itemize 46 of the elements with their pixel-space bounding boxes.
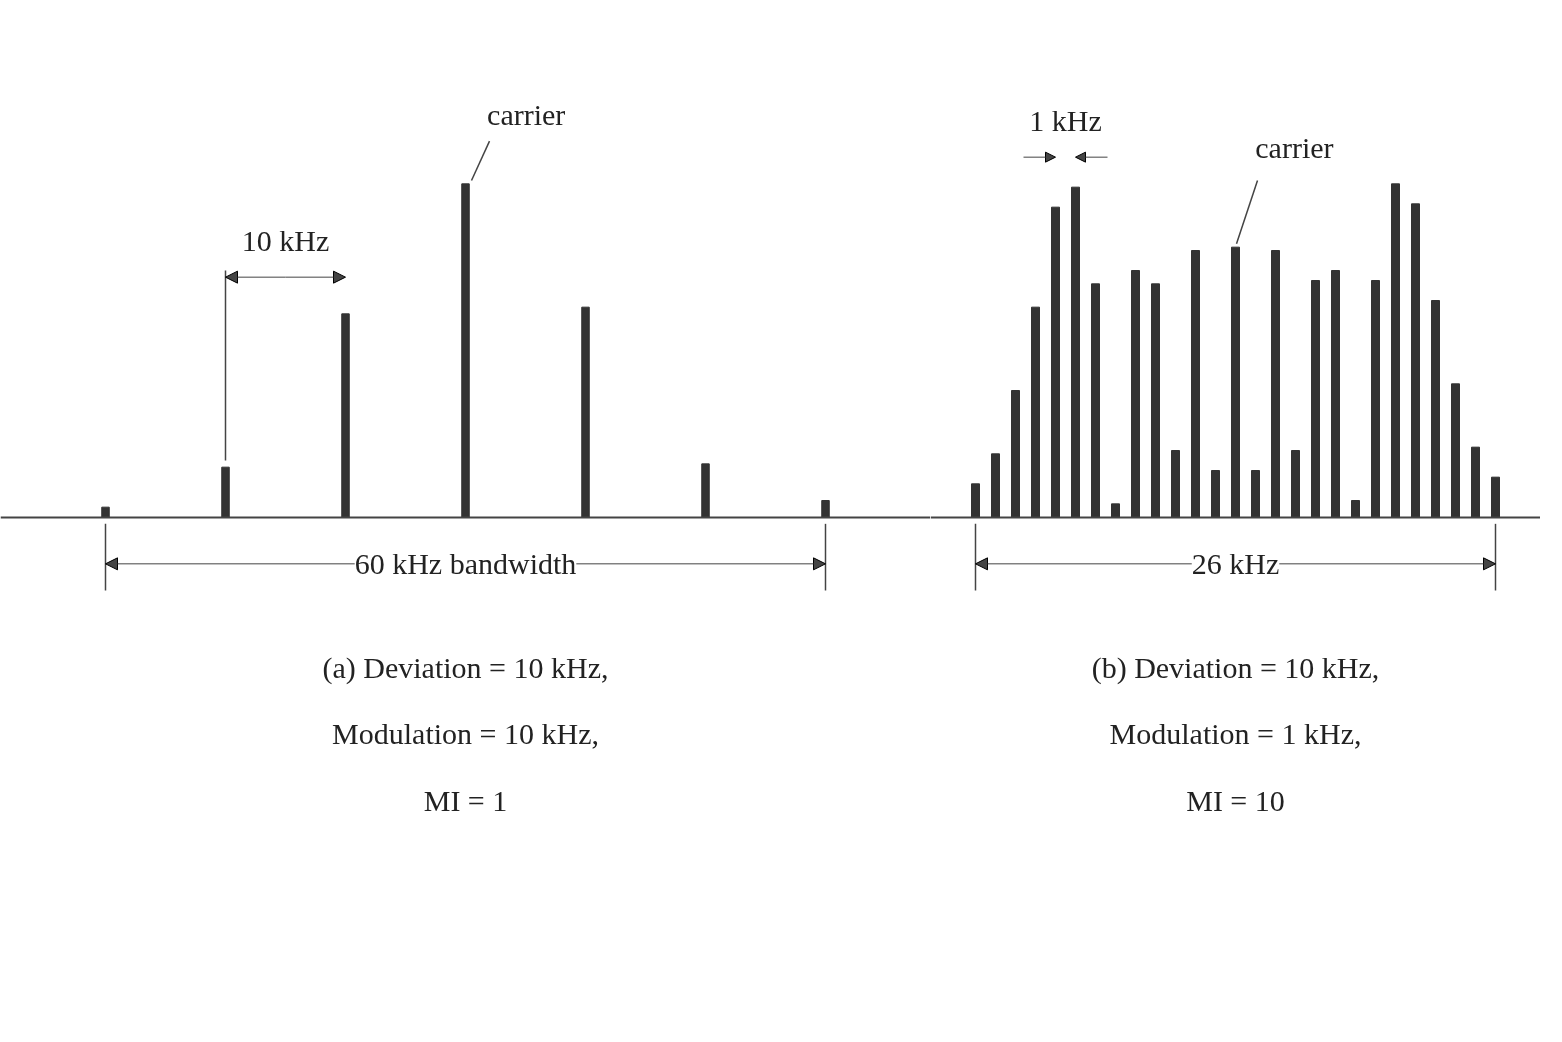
text: Modulation = 1 kHz, [1109,717,1362,751]
bar [1251,470,1260,518]
bar [1171,450,1180,518]
bar [101,506,110,518]
bar [1331,270,1340,518]
bar [1471,446,1480,518]
bar [971,483,980,518]
bar [461,183,470,518]
bar [341,313,350,518]
bar [1011,390,1020,518]
text: MI = 10 [1186,784,1285,817]
bar [1071,186,1080,518]
bar [1031,306,1040,518]
text: (a) Deviation = 10 kHz, [322,650,609,685]
text: 26 kHz [1191,547,1280,581]
text: Modulation = 10 kHz, [332,717,599,751]
bar [1431,300,1440,518]
bar [1451,383,1460,518]
bar [221,466,230,518]
annotation: 10 kHz [241,224,330,258]
bar [1411,203,1420,518]
bar [991,453,1000,518]
bar [1391,183,1400,518]
bar [581,306,590,518]
text: (b) Deviation = 10 kHz, [1091,650,1380,685]
bar [1111,503,1120,518]
bar [701,463,710,518]
text: carrier [1255,130,1334,164]
text: 1 kHz [1029,104,1102,138]
text: carrier [487,97,566,131]
bar [1051,206,1060,518]
bar [1131,270,1140,518]
bar [1231,246,1240,518]
bar [1091,283,1100,518]
bar [1271,250,1280,518]
bar [1311,280,1320,518]
bar [1191,250,1200,518]
bar [1351,500,1360,518]
bar [1491,476,1500,518]
bar [1151,283,1160,518]
bar [1371,280,1380,518]
text: 60 kHz bandwidth [354,547,577,581]
text: MI = 1 [423,784,508,817]
bar [1291,450,1300,518]
bar [821,500,830,518]
bar [1211,470,1220,518]
